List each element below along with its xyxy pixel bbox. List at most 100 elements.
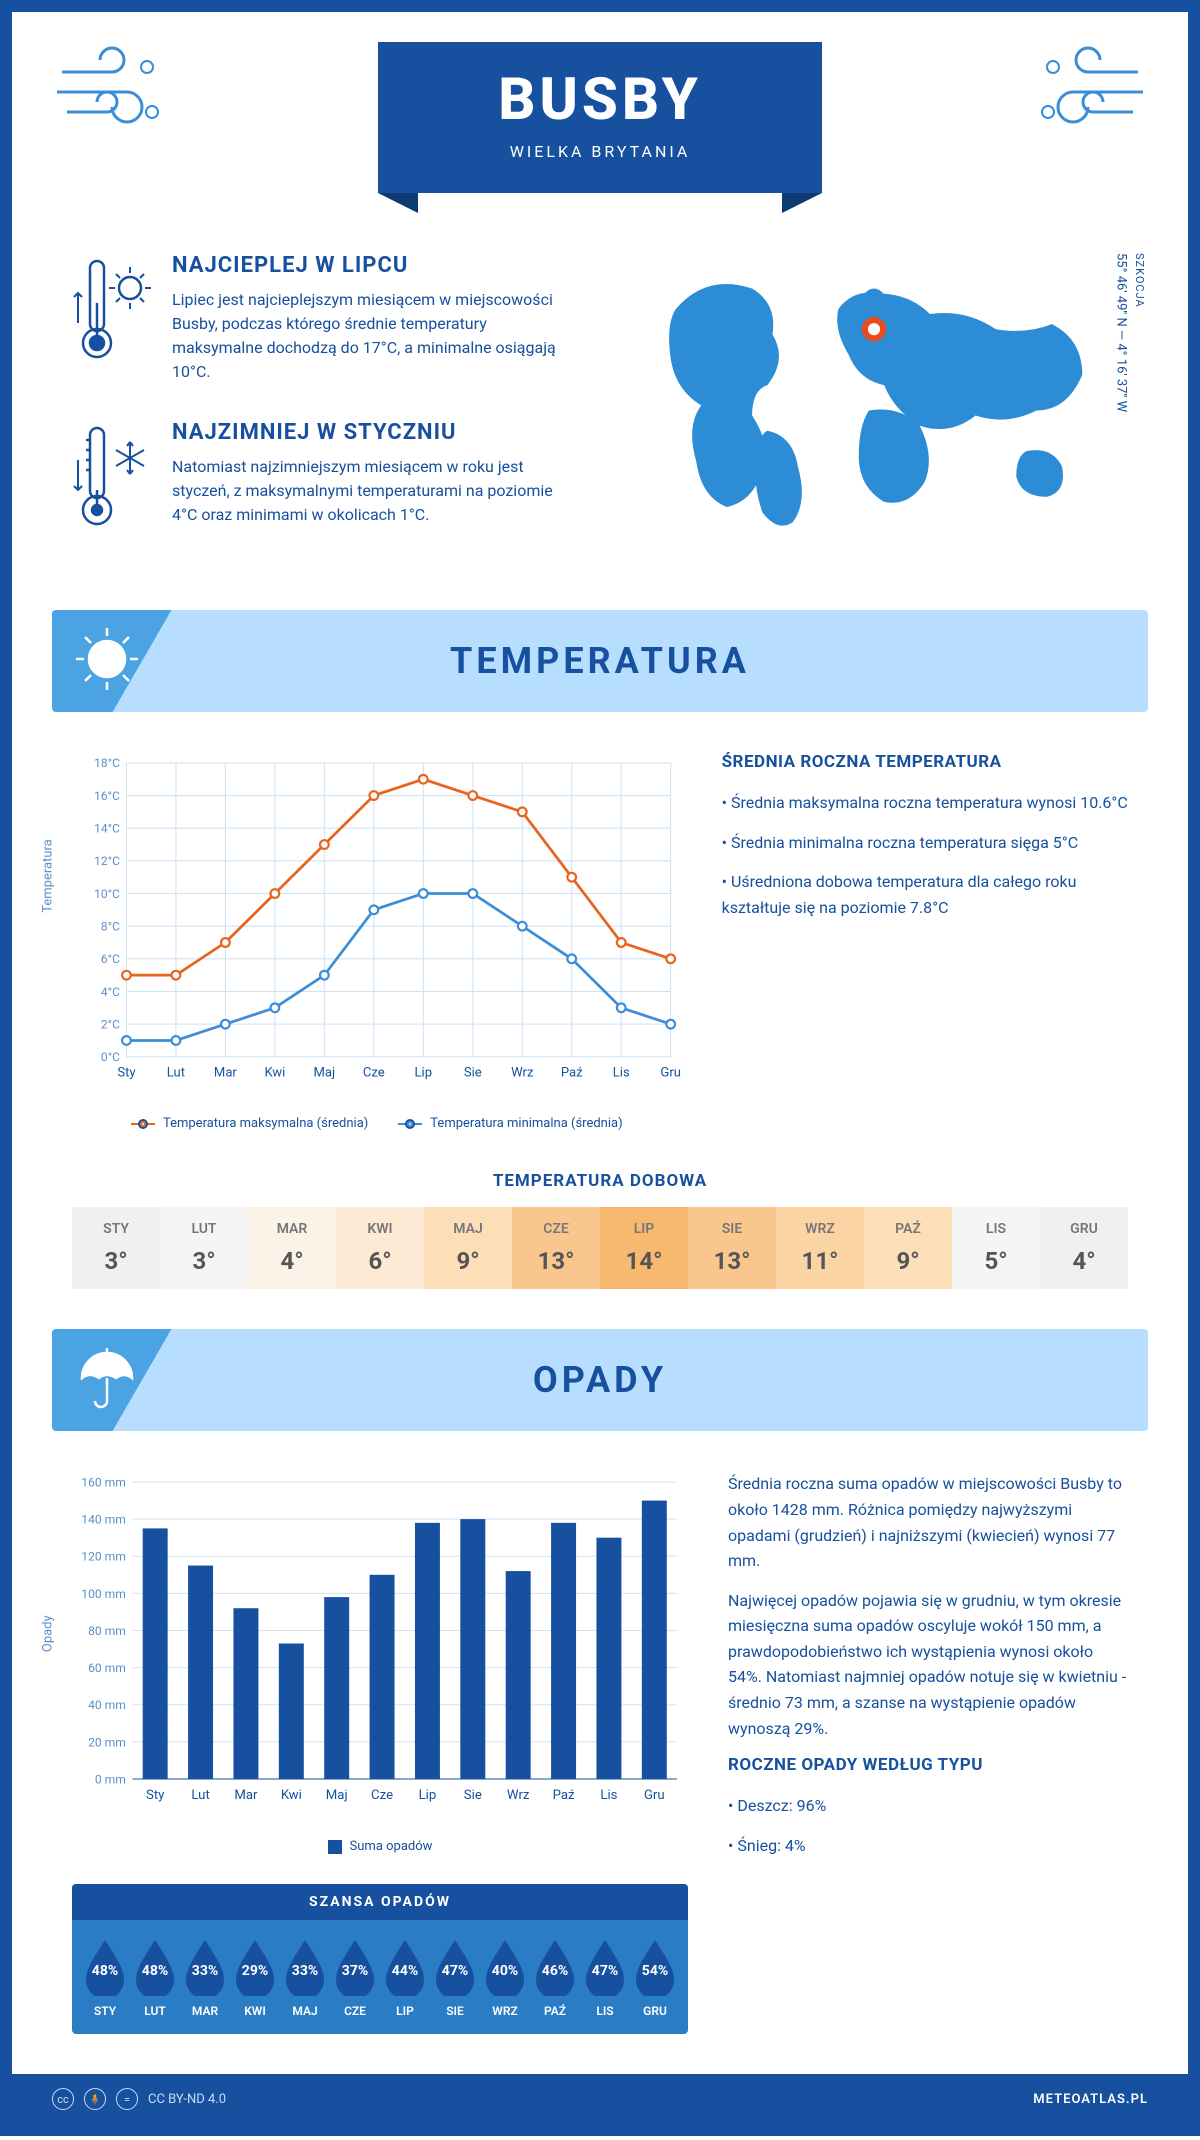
svg-text:Kwi: Kwi xyxy=(264,1065,285,1080)
chance-title: SZANSA OPADÓW xyxy=(72,1884,688,1920)
daily-temp-cell: STY3° xyxy=(72,1207,160,1289)
precip-type-item: Deszcz: 96% xyxy=(728,1793,1128,1819)
daily-temp-cell: KWI6° xyxy=(336,1207,424,1289)
chance-drop: 46%PAŹ xyxy=(530,1936,580,2018)
svg-text:Cze: Cze xyxy=(363,1065,385,1080)
svg-text:40 mm: 40 mm xyxy=(88,1698,126,1712)
precip-legend: Suma opadów xyxy=(72,1839,688,1854)
temperature-chart: Temperatura 0°C2°C4°C6°C8°C10°C12°C14°C1… xyxy=(72,752,682,1131)
temp-stat-item: Uśredniona dobowa temperatura dla całego… xyxy=(722,869,1128,920)
chance-drop: 54%GRU xyxy=(630,1936,680,2018)
svg-text:6°C: 6°C xyxy=(101,952,120,966)
svg-text:10°C: 10°C xyxy=(94,887,120,901)
daily-temp-cell: LUT3° xyxy=(160,1207,248,1289)
svg-text:Lis: Lis xyxy=(600,1788,617,1803)
precip-type-item: Śnieg: 4% xyxy=(728,1833,1128,1859)
precipitation-chance: SZANSA OPADÓW 48%STY48%LUT33%MAR29%KWI33… xyxy=(72,1884,688,2034)
temp-legend: Temperatura maksymalna (średnia)Temperat… xyxy=(72,1116,682,1131)
svg-text:0°C: 0°C xyxy=(101,1050,120,1064)
svg-text:Mar: Mar xyxy=(234,1788,258,1803)
coordinates: SZKOCJA 55° 46' 49'' N — 4° 16' 37'' W xyxy=(1110,253,1148,412)
daily-temp-cell: LIS5° xyxy=(952,1207,1040,1289)
title-banner: BUSBY WIELKA BRYTANIA xyxy=(378,42,822,193)
page-title: BUSBY xyxy=(498,66,702,134)
svg-text:Lis: Lis xyxy=(613,1065,630,1080)
svg-text:Sty: Sty xyxy=(146,1788,165,1803)
umbrella-icon xyxy=(72,1343,142,1417)
svg-text:Paź: Paź xyxy=(561,1065,583,1080)
daily-temp-cell: CZE13° xyxy=(512,1207,600,1289)
thermometer-snow-icon xyxy=(72,420,152,534)
warmest-fact: NAJCIEPLEJ W LIPCU Lipiec jest najcieple… xyxy=(72,253,580,384)
svg-text:2°C: 2°C xyxy=(101,1017,120,1031)
svg-text:Sie: Sie xyxy=(464,1065,482,1080)
svg-text:Kwi: Kwi xyxy=(281,1788,302,1803)
chance-drop: 29%KWI xyxy=(230,1936,280,2018)
precipitation-header: OPADY xyxy=(52,1329,1148,1431)
coords-value: 55° 46' 49'' N — 4° 16' 37'' W xyxy=(1110,253,1131,412)
warmest-body: Lipiec jest najcieplejszym miesiącem w m… xyxy=(172,288,580,384)
chance-drop: 40%WRZ xyxy=(480,1936,530,2018)
coldest-fact: NAJZIMNIEJ W STYCZNIU Natomiast najzimni… xyxy=(72,420,580,534)
chance-drop: 48%LUT xyxy=(130,1936,180,2018)
temp-stat-item: Średnia maksymalna roczna temperatura wy… xyxy=(722,790,1128,816)
page-subtitle: WIELKA BRYTANIA xyxy=(498,142,702,161)
svg-text:Wrz: Wrz xyxy=(511,1065,534,1080)
svg-text:Cze: Cze xyxy=(371,1788,393,1803)
chance-drop: 44%LIP xyxy=(380,1936,430,2018)
svg-text:80 mm: 80 mm xyxy=(88,1624,126,1638)
svg-text:Gru: Gru xyxy=(644,1788,665,1803)
svg-text:Gru: Gru xyxy=(660,1065,681,1080)
temperature-title: TEMPERATURA xyxy=(52,640,1148,682)
world-map: SZKOCJA 55° 46' 49'' N — 4° 16' 37'' W xyxy=(620,253,1128,541)
license-text: CC BY-ND 4.0 xyxy=(148,2092,226,2107)
wind-icon xyxy=(1028,42,1148,146)
temperature-header: TEMPERATURA xyxy=(52,610,1148,712)
daily-temp-cell: GRU4° xyxy=(1040,1207,1128,1289)
svg-text:Mar: Mar xyxy=(214,1065,237,1080)
map-column: SZKOCJA 55° 46' 49'' N — 4° 16' 37'' W xyxy=(620,253,1128,570)
temp-stat-item: Średnia minimalna roczna temperatura się… xyxy=(722,830,1128,856)
region-label: SZKOCJA xyxy=(1130,253,1148,406)
svg-text:Maj: Maj xyxy=(326,1788,348,1803)
svg-text:Lip: Lip xyxy=(419,1788,437,1803)
facts-column: NAJCIEPLEJ W LIPCU Lipiec jest najcieple… xyxy=(72,253,580,570)
warmest-title: NAJCIEPLEJ W LIPCU xyxy=(172,253,580,278)
sun-icon xyxy=(72,624,142,698)
svg-text:140 mm: 140 mm xyxy=(81,1513,126,1527)
temp-stats-title: ŚREDNIA ROCZNA TEMPERATURA xyxy=(722,752,1128,772)
temperature-body: Temperatura 0°C2°C4°C6°C8°C10°C12°C14°C1… xyxy=(12,712,1188,1171)
daily-temp-title: TEMPERATURA DOBOWA xyxy=(72,1171,1128,1191)
svg-text:14°C: 14°C xyxy=(94,822,120,836)
daily-temp-cell: MAJ9° xyxy=(424,1207,512,1289)
daily-temp-cell: WRZ11° xyxy=(776,1207,864,1289)
daily-temp-cell: SIE13° xyxy=(688,1207,776,1289)
site-name: METEOATLAS.PL xyxy=(1033,2092,1148,2107)
precipitation-title: OPADY xyxy=(52,1359,1148,1401)
svg-text:0 mm: 0 mm xyxy=(95,1773,126,1787)
svg-text:Sie: Sie xyxy=(464,1788,482,1803)
svg-text:100 mm: 100 mm xyxy=(81,1587,126,1601)
precip-y-label: Opady xyxy=(41,1615,56,1652)
temp-y-label: Temperatura xyxy=(41,839,56,912)
svg-text:12°C: 12°C xyxy=(94,854,120,868)
svg-text:Lip: Lip xyxy=(415,1065,433,1080)
daily-temp-cell: PAŹ9° xyxy=(864,1207,952,1289)
svg-text:8°C: 8°C xyxy=(101,920,120,934)
license: cc 🧍 = CC BY-ND 4.0 xyxy=(52,2088,226,2110)
temperature-stats: ŚREDNIA ROCZNA TEMPERATURA Średnia maksy… xyxy=(722,752,1128,1131)
svg-text:60 mm: 60 mm xyxy=(88,1661,126,1675)
chance-drop: 48%STY xyxy=(80,1936,130,2018)
precip-type-title: ROCZNE OPADY WEDŁUG TYPU xyxy=(728,1755,1128,1775)
chance-drop: 37%CZE xyxy=(330,1936,380,2018)
chance-drop: 33%MAJ xyxy=(280,1936,330,2018)
svg-text:Wrz: Wrz xyxy=(507,1788,530,1803)
daily-temperature: TEMPERATURA DOBOWA STY3°LUT3°MAR4°KWI6°M… xyxy=(12,1171,1188,1329)
thermometer-sun-icon xyxy=(72,253,152,384)
precipitation-text: Średnia roczna suma opadów w miejscowośc… xyxy=(728,1471,1128,2034)
svg-text:Sty: Sty xyxy=(117,1065,136,1080)
coldest-body: Natomiast najzimniejszym miesiącem w rok… xyxy=(172,455,580,527)
cc-icon: cc xyxy=(52,2088,74,2110)
precipitation-chart: Opady 0 mm20 mm40 mm60 mm80 mm100 mm120 … xyxy=(72,1471,688,2034)
nd-icon: = xyxy=(116,2088,138,2110)
